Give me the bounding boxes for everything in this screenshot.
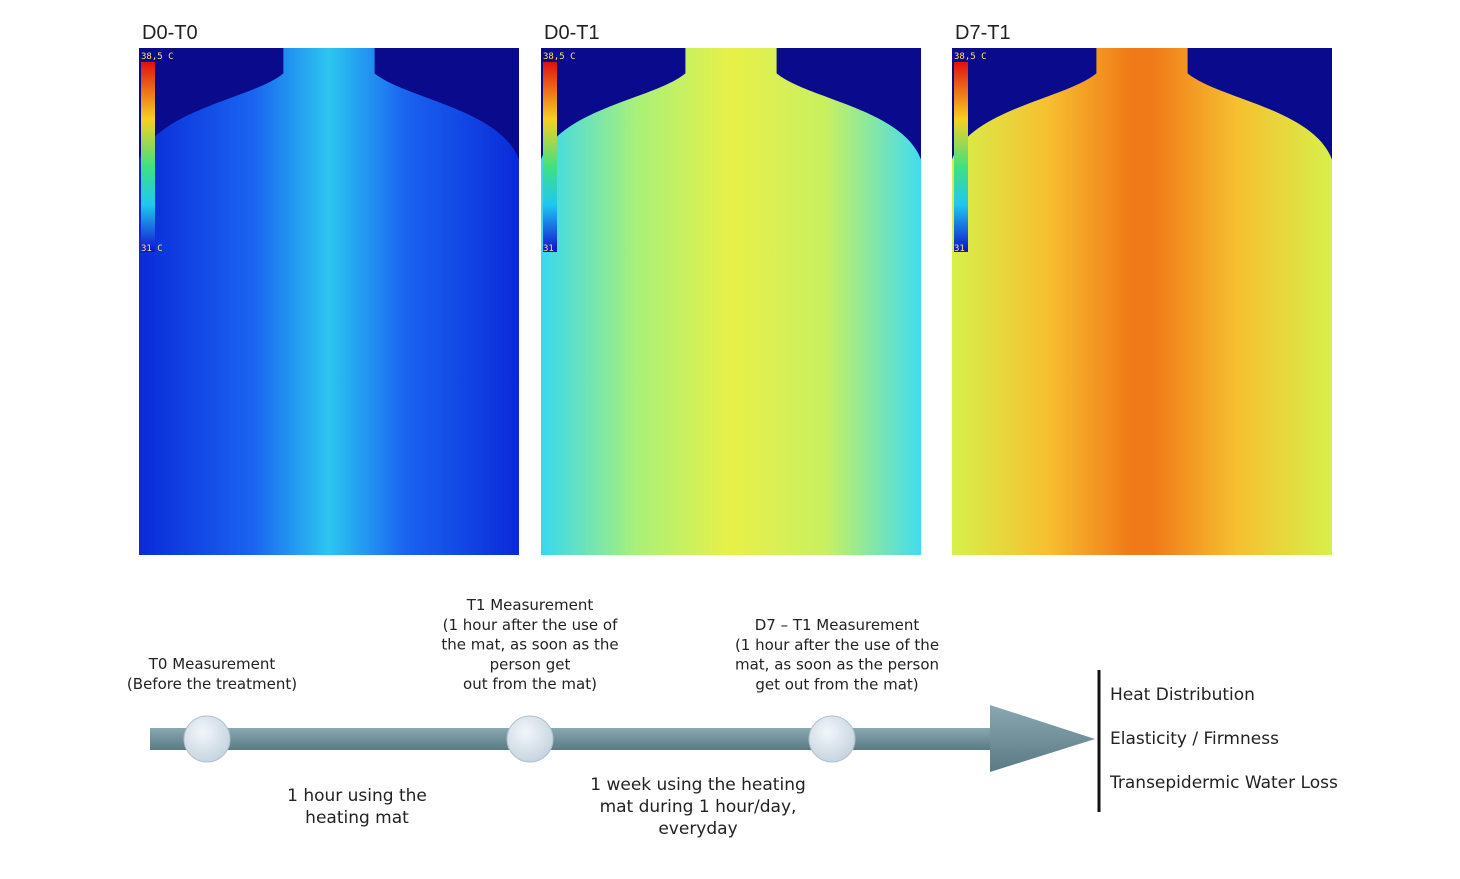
timeline-arrowhead [990,705,1095,772]
outcome-label: Heat Distribution [1110,685,1255,705]
panel-title: D0-T1 [544,22,600,44]
temperature-scale [141,62,155,252]
scale-min-label: 31 C [141,244,163,254]
scale-max-label: 38,5 C [141,52,174,62]
thermal-body [139,48,519,555]
outcome-label: Transepidermic Water Loss [1109,773,1338,793]
measurement-label: (Before the treatment) [127,675,297,693]
panel-title: D7-T1 [955,22,1011,44]
scale-max-label: 38,5 C [543,52,576,62]
timeline-point [183,715,231,763]
measurement-label: T0 Measurement [148,655,276,673]
timeline-point [506,715,554,763]
panel-title: D0-T0 [142,22,198,44]
thermal-body [952,48,1332,555]
interval-label: 1 hour using the [287,786,427,806]
temperature-scale [954,62,968,252]
outcome-label: Elasticity / Firmness [1110,729,1279,749]
timeline-point [808,715,856,763]
measurement-label: D7 – T1 Measurement [755,616,920,634]
interval-label: heating mat [305,808,409,828]
thermal-body [541,48,921,555]
interval-label: everyday [658,819,737,839]
temperature-scale [543,62,557,252]
measurement-label: get out from the mat) [755,675,918,693]
interval-label: 1 week using the heating [590,775,806,795]
interval-label: mat during 1 hour/day, [600,797,797,817]
scale-min-label: 31 [954,244,965,254]
measurement-label: mat, as soon as the person [735,656,939,674]
measurement-label: (1 hour after the use of the [735,636,939,654]
scale-min-label: 31 [543,244,554,254]
measurement-label: out from the mat) [463,675,597,693]
scale-max-label: 38,5 C [954,52,987,62]
measurement-label: T1 Measurement [466,596,594,614]
timeline-shaft [150,728,992,750]
measurement-label: the mat, as soon as the [441,636,618,654]
measurement-label: person get [490,655,571,673]
measurement-label: (1 hour after the use of [443,616,618,634]
